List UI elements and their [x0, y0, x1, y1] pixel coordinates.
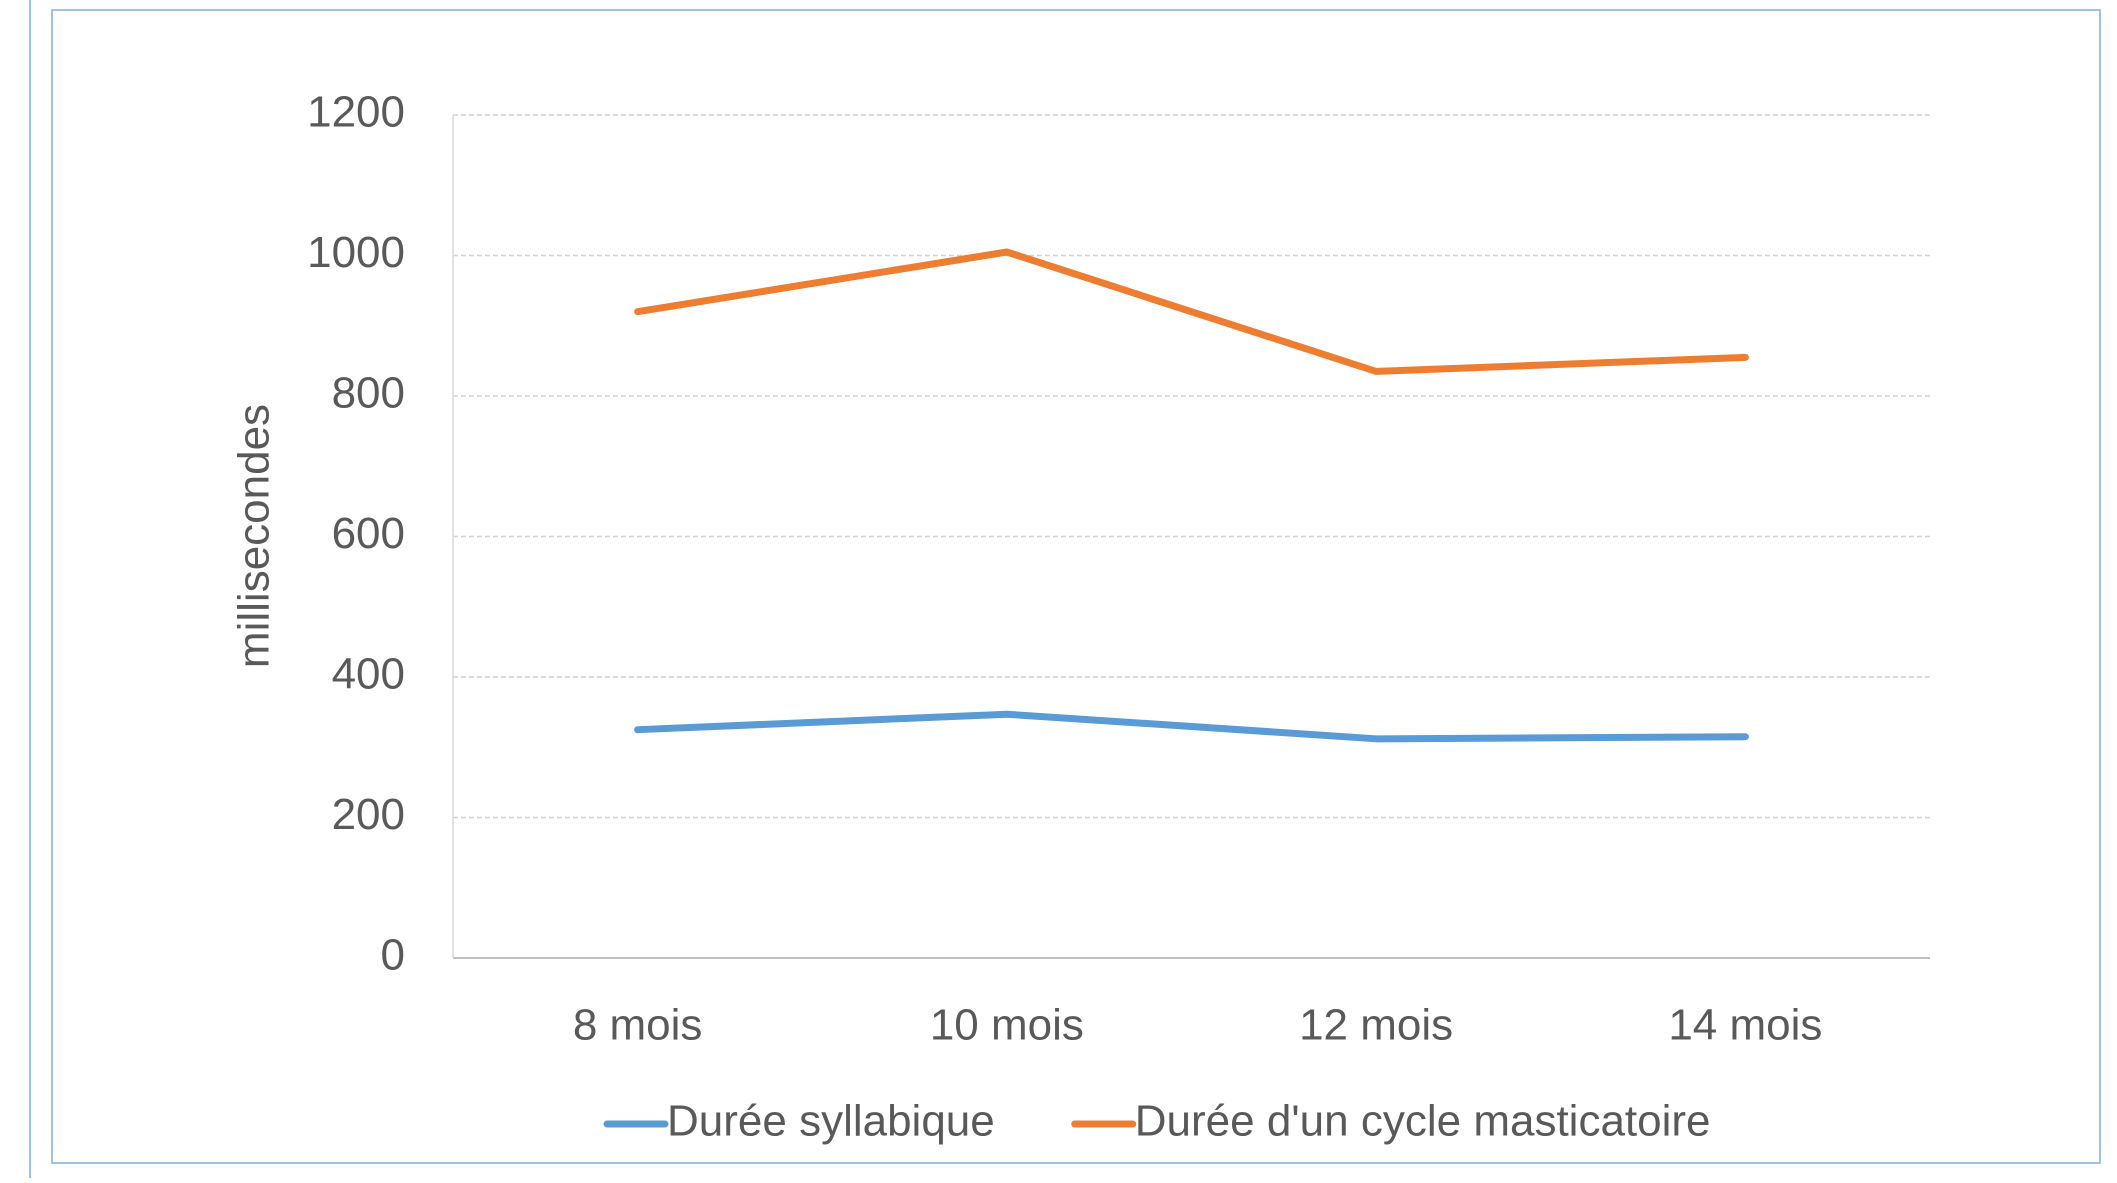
y-tick-label: 0: [381, 931, 405, 980]
y-tick-label: 600: [332, 509, 405, 558]
y-tick-label: 200: [332, 790, 405, 839]
x-tick-label: 12 mois: [1299, 1001, 1453, 1050]
x-tick-label: 8 mois: [573, 1001, 703, 1050]
y-axis-label: millisecondes: [230, 404, 279, 668]
y-tick-label: 400: [332, 650, 405, 699]
legend-label: Durée d'un cycle masticatoire: [1135, 1097, 1711, 1146]
chart-frame: [51, 9, 2101, 1164]
y-tick-label: 800: [332, 369, 405, 418]
x-tick-label: 10 mois: [930, 1001, 1084, 1050]
y-tick-label: 1200: [307, 88, 405, 137]
line-series: [634, 710, 1749, 743]
legend-label: Durée syllabique: [667, 1097, 995, 1146]
y-tick-label: 1000: [307, 228, 405, 277]
line-series: [634, 248, 1749, 375]
x-tick-label: 14 mois: [1668, 1001, 1822, 1050]
